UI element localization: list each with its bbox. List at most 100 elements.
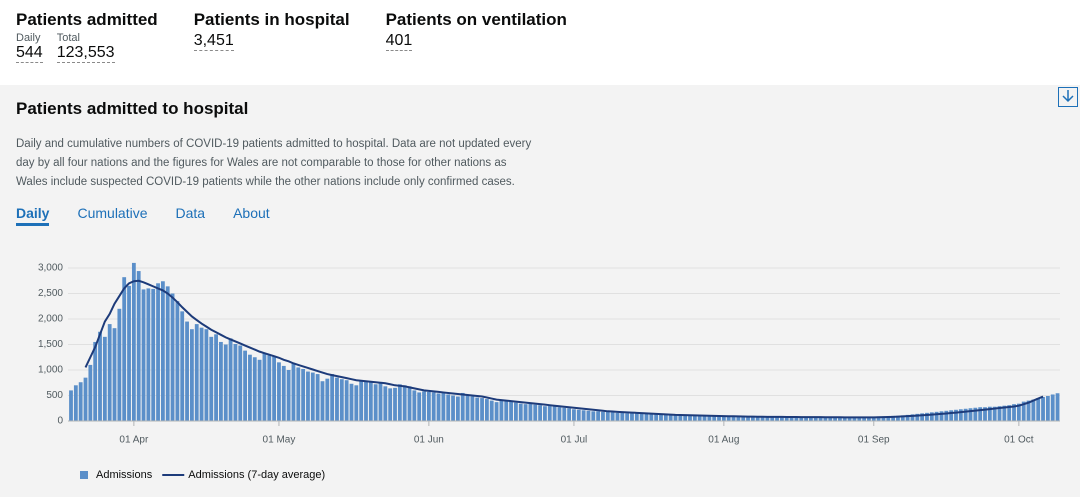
bar	[281, 365, 286, 421]
bar	[446, 394, 451, 421]
x-tick-label: 01 Sep	[858, 435, 890, 446]
bar	[402, 385, 407, 421]
bar	[315, 374, 320, 421]
bar	[190, 329, 194, 421]
bar	[1012, 404, 1016, 421]
tab[interactable]: Daily	[16, 205, 50, 226]
bar	[470, 396, 475, 421]
bar	[799, 416, 804, 421]
bar	[262, 353, 267, 421]
bar	[383, 386, 388, 421]
bar	[572, 409, 576, 421]
download-button[interactable]	[1058, 87, 1078, 107]
stat-items: Daily 544 Total 123,553	[16, 32, 158, 63]
tab[interactable]: About	[233, 205, 270, 221]
bar	[857, 417, 862, 421]
x-tick-label: 01 Jul	[561, 435, 588, 446]
bar	[649, 414, 654, 421]
bar	[73, 385, 78, 421]
bar	[1036, 398, 1041, 421]
bar	[678, 415, 683, 421]
stat-item: 3,451	[193, 32, 234, 51]
bar	[620, 412, 625, 421]
bar	[992, 406, 997, 421]
bar	[335, 377, 339, 421]
bar	[717, 415, 721, 421]
bar	[586, 410, 591, 421]
bar	[257, 359, 262, 421]
bar	[707, 416, 712, 421]
x-tick-label: 01 Aug	[708, 435, 739, 446]
card-description: Daily and cumulative numbers of COVID-19…	[16, 138, 532, 188]
bar	[547, 405, 552, 421]
bar	[93, 341, 98, 421]
bar	[920, 413, 925, 421]
stat-items: 3,451	[193, 32, 350, 51]
bar	[944, 410, 949, 421]
bar	[146, 288, 151, 421]
bar	[683, 415, 688, 421]
bar	[634, 413, 639, 421]
bar	[518, 403, 523, 421]
y-tick-label: 3,000	[38, 263, 63, 274]
legend-swatch	[80, 471, 88, 479]
stat-title: Patients on ventilation	[385, 10, 567, 29]
bar	[828, 417, 833, 421]
bar	[83, 377, 88, 421]
bar	[881, 416, 886, 421]
bar	[238, 345, 243, 421]
average-line	[84, 279, 1044, 419]
bar	[697, 415, 702, 421]
stat-value[interactable]: 544	[16, 44, 43, 63]
bar	[1002, 405, 1007, 421]
bar	[310, 372, 315, 421]
stat-title: Patients in hospital	[193, 10, 350, 29]
bar	[397, 384, 402, 421]
bar	[151, 288, 156, 421]
tab[interactable]: Cumulative	[77, 205, 148, 221]
bar	[997, 406, 1002, 421]
chart-card: Patients admitted to hospital Daily and …	[0, 85, 1080, 497]
legend-text: Admissions	[96, 469, 153, 481]
bar	[673, 414, 678, 421]
bar	[833, 417, 837, 421]
bar	[451, 395, 455, 421]
bar	[165, 286, 170, 421]
bar	[978, 407, 983, 421]
tab[interactable]: Data	[175, 205, 206, 221]
bar	[248, 354, 252, 421]
stat-label: Total	[56, 32, 80, 44]
download-arrow	[1062, 90, 1074, 103]
bar	[601, 411, 605, 421]
bar	[223, 344, 228, 421]
y-tick-label: 1,500	[38, 339, 63, 350]
stat-label: Daily	[16, 32, 41, 44]
bar	[112, 328, 117, 421]
card-title: Patients admitted to hospital	[16, 99, 249, 118]
bar	[465, 394, 470, 421]
bar	[339, 379, 344, 421]
bar	[576, 409, 581, 421]
bar	[388, 388, 393, 421]
stat-value[interactable]: 401	[385, 32, 413, 51]
bar	[736, 416, 741, 421]
bar	[523, 404, 528, 421]
bar	[663, 414, 668, 421]
stat-item: 401	[385, 32, 413, 51]
bar	[639, 413, 644, 421]
bar	[755, 416, 760, 421]
stat-value[interactable]: 3,451	[193, 32, 234, 51]
stat-value[interactable]: 123,553	[56, 44, 115, 63]
bar	[1031, 399, 1036, 421]
bar	[412, 390, 417, 421]
bar	[987, 406, 992, 421]
bar	[804, 417, 808, 421]
bar	[1021, 401, 1026, 421]
bar	[204, 329, 209, 421]
legend-text: Admissions (7-day average)	[188, 469, 325, 481]
x-tick-label: 01 Jun	[414, 435, 444, 446]
bar	[760, 416, 765, 421]
headline-stats: Patients admitted Daily 544 Total 123,553 …	[16, 10, 567, 63]
